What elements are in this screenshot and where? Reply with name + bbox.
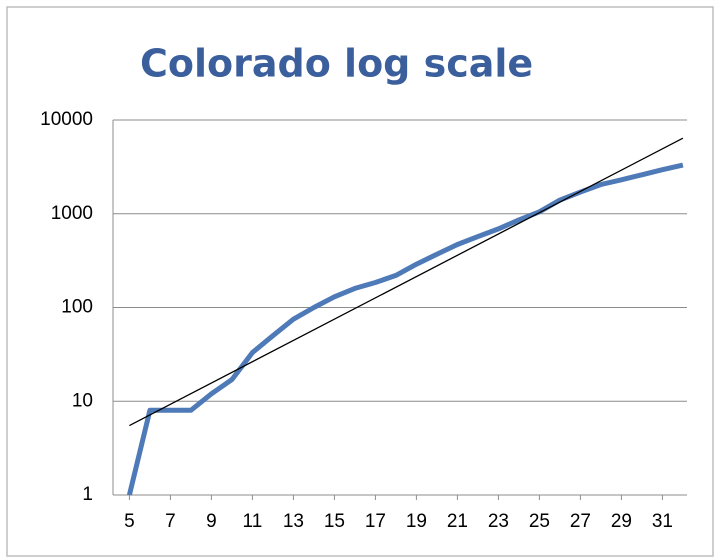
x-tick-label: 19 (406, 511, 427, 532)
x-tick-label: 13 (283, 511, 304, 532)
x-tick-label: 17 (365, 511, 386, 532)
x-tick-label: 21 (447, 511, 468, 532)
trend-line (129, 137, 684, 427)
x-tick-label: 5 (124, 511, 135, 532)
x-tick-label: 29 (611, 511, 632, 532)
x-tick-label: 25 (529, 511, 550, 532)
x-tick-label: 31 (652, 511, 673, 532)
x-tick-label: 7 (165, 511, 176, 532)
y-tick-label: 1 (82, 484, 93, 505)
y-tick-label: 10 (72, 390, 93, 411)
x-tick-label: 9 (206, 511, 217, 532)
chart-title: Colorado log scale (140, 42, 533, 86)
y-tick-label: 100 (61, 297, 93, 318)
x-tick-label: 11 (243, 511, 263, 532)
y-tick-label: 10000 (40, 109, 93, 130)
x-tick-label: 15 (324, 511, 345, 532)
y-tick-label: 1000 (51, 203, 93, 224)
x-tick-label: 23 (488, 511, 509, 532)
chart-frame (6, 6, 714, 557)
x-tick-label: 27 (570, 511, 591, 532)
data-line (126, 162, 684, 496)
